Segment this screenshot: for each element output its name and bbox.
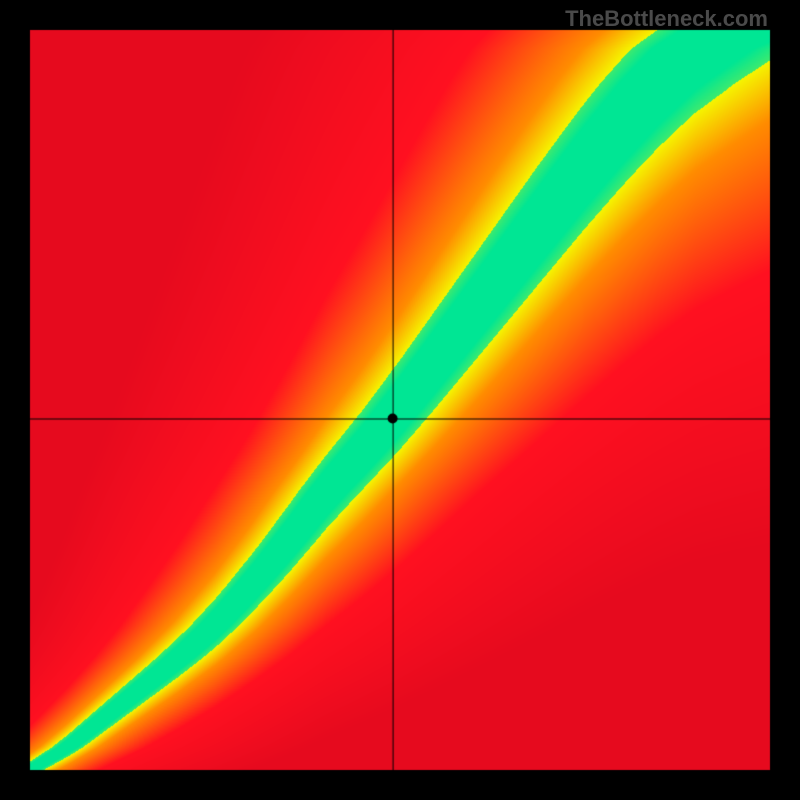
heatmap-canvas bbox=[0, 0, 800, 800]
chart-container: TheBottleneck.com bbox=[0, 0, 800, 800]
attribution-label: TheBottleneck.com bbox=[565, 6, 768, 32]
